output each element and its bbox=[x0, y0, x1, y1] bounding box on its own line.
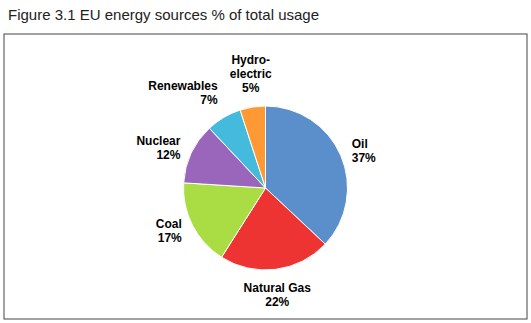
category-label: Hydro-electric bbox=[230, 53, 272, 81]
slices bbox=[184, 106, 348, 270]
chart-container: Figure 3.1 EU energy sources % of total … bbox=[0, 0, 531, 323]
slice-label: Natural Gas22% bbox=[244, 281, 312, 309]
pie-slice bbox=[240, 106, 265, 188]
chart-svg: Figure 3.1 EU energy sources % of total … bbox=[0, 0, 531, 323]
category-line: Nuclear bbox=[136, 134, 180, 148]
category-label: Coal bbox=[156, 217, 182, 231]
category-line: electric bbox=[230, 67, 272, 81]
chart-title: Figure 3.1 EU energy sources % of total … bbox=[8, 6, 319, 23]
slice-label: Renewables7% bbox=[148, 79, 218, 107]
value-label: 12% bbox=[156, 148, 180, 162]
category-line: Renewables bbox=[148, 79, 218, 93]
slice-label: Coal17% bbox=[156, 217, 182, 245]
category-label: Nuclear bbox=[136, 134, 180, 148]
frame bbox=[4, 34, 527, 319]
slice-label: Nuclear12% bbox=[136, 134, 180, 162]
value-label: 7% bbox=[200, 93, 218, 107]
slice-label: Hydro-electric5% bbox=[230, 53, 272, 95]
category-label: Renewables bbox=[148, 79, 218, 93]
category-line: Hydro- bbox=[231, 53, 270, 67]
value-label: 5% bbox=[242, 81, 260, 95]
category-label: Oil bbox=[352, 137, 368, 151]
labels: Oil37% Natural Gas22% Coal17% Nuclear12% Ren… bbox=[136, 53, 376, 309]
value-label: 17% bbox=[158, 231, 182, 245]
category-line: Natural Gas bbox=[244, 281, 312, 295]
value-label: 37% bbox=[352, 151, 376, 165]
category-label: Natural Gas bbox=[244, 281, 312, 295]
category-line: Coal bbox=[156, 217, 182, 231]
category-line: Oil bbox=[352, 137, 368, 151]
value-label: 22% bbox=[265, 295, 289, 309]
slice-label: Oil37% bbox=[352, 137, 376, 165]
pie-slice bbox=[184, 183, 266, 257]
